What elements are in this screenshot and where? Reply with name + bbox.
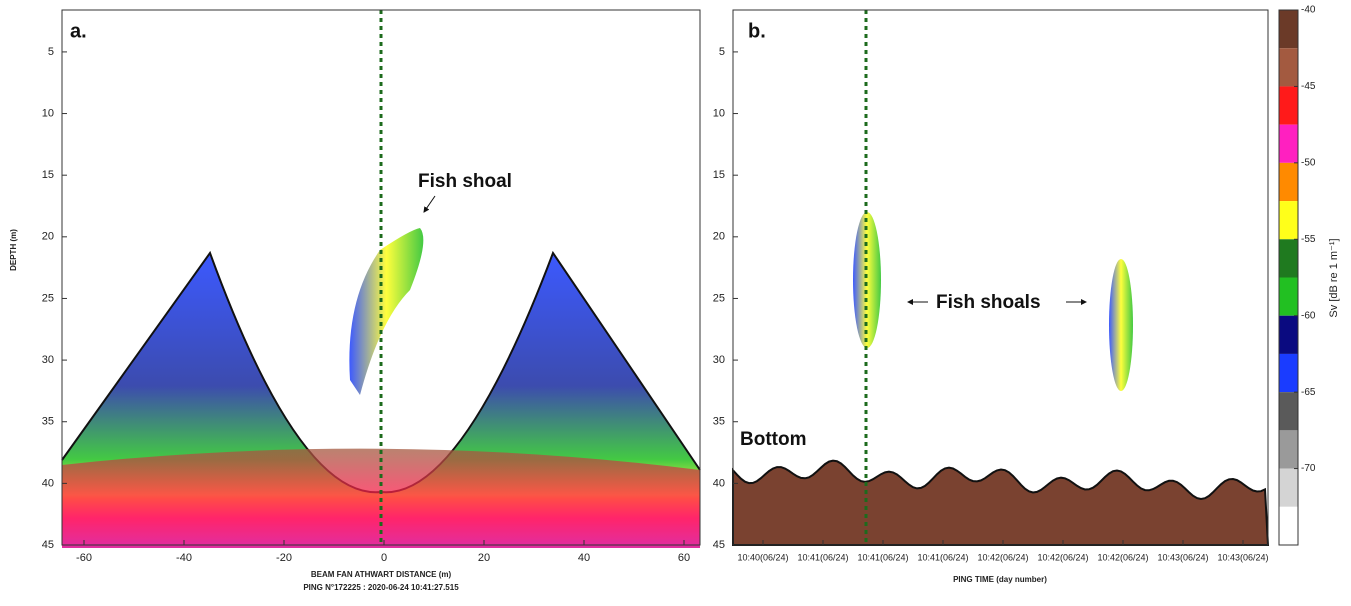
x-tick-label: 10:41(06/24) [857, 552, 908, 562]
arrow [423, 195, 436, 213]
fish-shoal [1109, 259, 1133, 391]
y-tick-label: 35 [713, 416, 725, 428]
x-tick-label: 10:41(06/24) [917, 552, 968, 562]
y-tick-label: 10 [713, 107, 725, 119]
x-tick-label: -60 [76, 552, 92, 564]
colorbar-band [1279, 392, 1298, 431]
colorbar-tick-label: -45 [1301, 81, 1316, 92]
x-tick-label: 40 [578, 552, 590, 564]
colorbar-band [1279, 124, 1298, 163]
y-tick-label: 45 [42, 539, 54, 551]
x-tick-label: 10:43(06/24) [1217, 552, 1268, 562]
colorbar-band [1279, 10, 1298, 49]
y-tick-label: 15 [713, 169, 725, 181]
x-axis-label: PING TIME (day number) [953, 575, 1047, 584]
annotation: Fish shoal [418, 171, 512, 192]
y-tick-label: 20 [713, 231, 725, 243]
colorbar-band [1279, 315, 1298, 354]
colorbar-band [1279, 48, 1298, 87]
fish-shoal [349, 228, 424, 395]
y-tick-label: 15 [42, 169, 54, 181]
annotation: Bottom [740, 429, 806, 450]
colorbar-tick-label: -50 [1301, 157, 1316, 168]
colorbar-tick-label: -40 [1301, 5, 1316, 16]
x-tick-label: 20 [478, 552, 490, 564]
y-tick-label: 35 [42, 416, 54, 428]
x-tick-label: 10:42(06/24) [1097, 552, 1148, 562]
colorbar-band [1279, 162, 1298, 202]
y-tick-label: 30 [42, 354, 54, 366]
colorbar-band [1279, 353, 1298, 393]
x-tick-label: 10:43(06/24) [1157, 552, 1208, 562]
y-tick-label: 5 [48, 46, 54, 58]
plot-frame [732, 9, 1269, 546]
x-tick-label: 10:40(06/24) [737, 552, 788, 562]
panel-label: b. [748, 20, 766, 42]
colorbar-band [1279, 86, 1298, 125]
y-tick-label: 40 [42, 477, 54, 489]
colorbar-frame [1278, 9, 1299, 546]
x-tick-label: 10:42(06/24) [977, 552, 1028, 562]
y-tick-label: 45 [713, 539, 725, 551]
y-tick-label: 25 [42, 292, 54, 304]
echogram-decoration [61, 10, 1270, 548]
colorbar-band [1279, 430, 1298, 469]
y-tick-label: 10 [42, 107, 54, 119]
y-tick-label: 5 [719, 46, 725, 58]
fish-shoal [853, 212, 881, 348]
colorbar-band [1279, 277, 1298, 316]
y-tick-label: 25 [713, 292, 725, 304]
y-tick-label: 40 [713, 477, 725, 489]
panel-label: a. [70, 20, 87, 42]
y-axis-label: DEPTH (m) [9, 229, 18, 271]
colorbar-tick-label: -55 [1301, 234, 1316, 245]
seabed [732, 459, 1270, 546]
colorbar-tick-label: -70 [1301, 463, 1316, 474]
y-tick-label: 30 [713, 354, 725, 366]
plot-frame [61, 9, 701, 546]
x-tick-label: 10:42(06/24) [1037, 552, 1088, 562]
colorbar-tick-label: -65 [1301, 387, 1316, 398]
colorbar-band [1279, 201, 1298, 240]
colorbar-band [1279, 239, 1298, 278]
x-axis-label: BEAM FAN ATHWART DISTANCE (m) [311, 570, 452, 579]
colorbar-tick-label: -60 [1301, 310, 1316, 321]
colorbar-band [1279, 506, 1298, 545]
x-tick-label: -20 [276, 552, 292, 564]
x-tick-label: 10:41(06/24) [797, 552, 848, 562]
x-tick-label: 0 [381, 552, 387, 564]
annotation: Fish shoals [936, 292, 1041, 313]
colorbar-label: Sv [dB re 1 m⁻¹] [1328, 238, 1340, 317]
colorbar-band [1279, 468, 1298, 507]
x-tick-label: 60 [678, 552, 690, 564]
subtitle: PING N°172225 : 2020-06-24 10:41:27.515 [303, 583, 459, 592]
y-tick-label: 20 [42, 231, 54, 243]
x-tick-label: -40 [176, 552, 192, 564]
